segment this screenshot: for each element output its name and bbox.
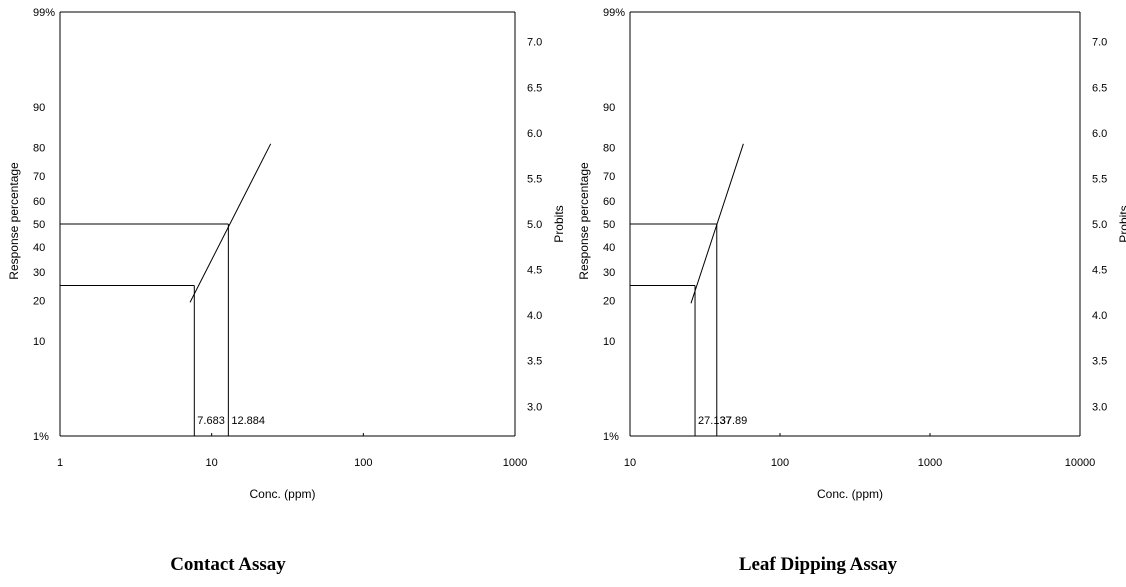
- y2-tick-label: 3.5: [527, 356, 542, 368]
- y-tick-label: 20: [603, 296, 615, 308]
- y-tick-label: 50: [603, 219, 615, 231]
- x-tick-label: 10: [206, 457, 218, 469]
- y-tick-label: 80: [603, 142, 615, 154]
- y-tick-label: 80: [33, 142, 45, 154]
- regression-line: [189, 143, 272, 303]
- y2-tick-label: 4.5: [1092, 265, 1107, 277]
- y-tick-label: 40: [33, 242, 45, 254]
- chart-caption: Contact Assay: [170, 554, 286, 575]
- y-tick-label: 60: [33, 196, 45, 208]
- y2-tick-label: 5.0: [527, 219, 542, 231]
- y2-tick-label: 6.0: [527, 128, 542, 140]
- y2-tick-label: 5.5: [1092, 173, 1107, 185]
- y-tick-label: 70: [33, 171, 45, 183]
- regression-line: [690, 143, 744, 304]
- lc-value-label: 27.137: [698, 415, 732, 427]
- y2-axis-title: Probits: [552, 205, 566, 242]
- y-tick-label: 60: [603, 196, 615, 208]
- x-tick-label: 100: [354, 457, 372, 469]
- y2-tick-label: 6.5: [527, 82, 542, 94]
- x-tick-label: 10: [624, 457, 636, 469]
- y2-tick-label: 7.0: [1092, 37, 1107, 49]
- y-tick-label: 70: [603, 171, 615, 183]
- x-tick-label: 10000: [1065, 457, 1096, 469]
- y2-tick-label: 4.5: [527, 265, 542, 277]
- chart-1: 1% 10 20 30 40 50 60 70 80 90 99% 3.0 3.5 4.0 4.5 5.0 5.…: [7, 7, 566, 575]
- y2-axis-title: Probits: [1117, 205, 1126, 242]
- y-tick-label: 40: [603, 242, 615, 254]
- lc-value-label: 37.89: [720, 415, 748, 427]
- y2-tick-label: 5.0: [1092, 219, 1107, 231]
- x-tick-label: 1000: [918, 457, 942, 469]
- y-tick-label: 1%: [603, 431, 619, 443]
- chart-caption: Leaf Dipping Assay: [739, 554, 898, 575]
- y-tick-label: 99%: [603, 7, 625, 19]
- y-tick-label: 30: [33, 267, 45, 279]
- y-tick-label: 90: [33, 102, 45, 114]
- y-tick-label: 90: [603, 102, 615, 114]
- x-axis-title: Conc. (ppm): [249, 487, 315, 501]
- y2-tick-label: 3.0: [1092, 401, 1107, 413]
- y2-tick-label: 4.0: [527, 310, 542, 322]
- y2-tick-label: 7.0: [527, 37, 542, 49]
- x-tick-label: 1000: [503, 457, 527, 469]
- y2-tick-label: 5.5: [527, 173, 542, 185]
- y-tick-label: 99%: [33, 7, 55, 19]
- y-tick-label: 50: [33, 219, 45, 231]
- y-tick-label: 1%: [33, 431, 49, 443]
- y2-tick-label: 6.5: [1092, 82, 1107, 94]
- lc-value-label: 12.884: [231, 415, 265, 427]
- chart-2: 1% 10 20 30 40 50 60 70 80 90 99% 3.0 3.5 4.0 4.5 5.0 5.…: [577, 7, 1126, 575]
- y-axis-title: Response percentage: [7, 162, 21, 280]
- x-axis-title: Conc. (ppm): [817, 487, 883, 501]
- x-tick-label: 1: [57, 457, 63, 469]
- y2-tick-label: 4.0: [1092, 310, 1107, 322]
- y-tick-label: 30: [603, 267, 615, 279]
- y2-tick-label: 6.0: [1092, 128, 1107, 140]
- lc-value-label: 7.683: [197, 415, 225, 427]
- y-tick-label: 20: [33, 296, 45, 308]
- y2-tick-label: 3.0: [527, 401, 542, 413]
- y-tick-label: 10: [603, 336, 615, 348]
- y2-tick-label: 3.5: [1092, 356, 1107, 368]
- y-tick-label: 10: [33, 336, 45, 348]
- x-tick-label: 100: [771, 457, 789, 469]
- y-axis-title: Response percentage: [577, 162, 591, 280]
